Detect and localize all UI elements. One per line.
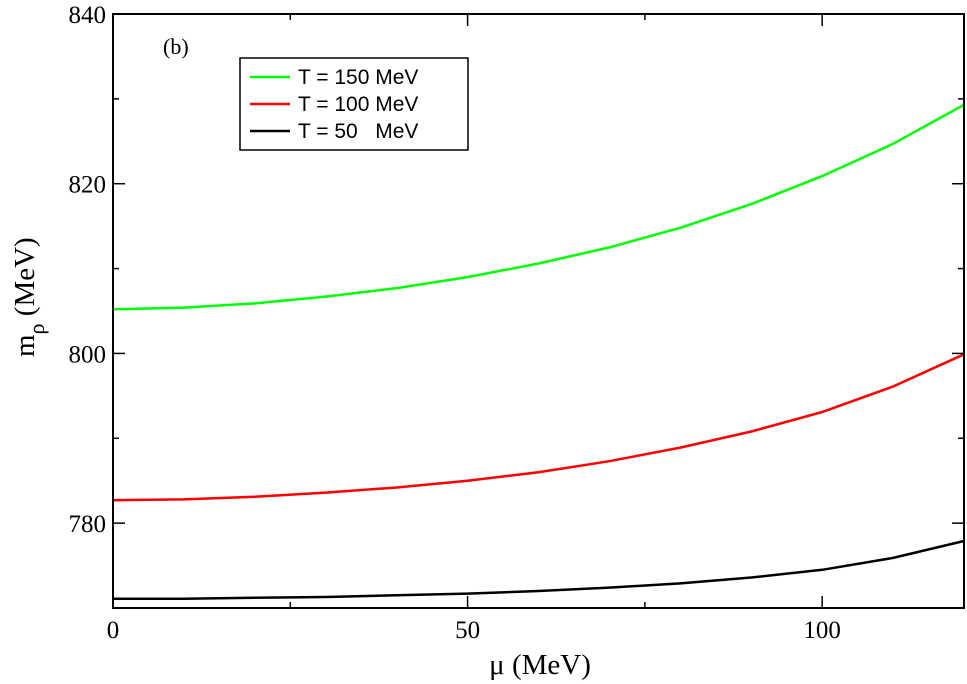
x-tick-label-2: 100 [803, 617, 841, 644]
y-tick-label-3: 840 [69, 2, 107, 29]
x-axis-label: μ (MeV) [489, 649, 591, 681]
y-tick-label-1: 800 [69, 341, 107, 368]
series-line-2 [113, 539, 965, 600]
plot-frame [112, 13, 965, 609]
y-axis-label-unit: (MeV) [9, 237, 41, 323]
panel-annotation: (b) [163, 34, 189, 59]
y-axis-label: mρ (MeV) [9, 237, 49, 357]
legend-label-t50: T = 50 MeV [298, 120, 418, 143]
y-axis-label-main: m [9, 334, 41, 357]
y-tick-label-0: 780 [69, 511, 107, 538]
series-line-0 [112, 103, 965, 311]
x-tick-label-1: 50 [455, 617, 480, 644]
y-axis-label-subscript: ρ [24, 323, 49, 334]
labels-layer: 0 50 100 780 800 820 840 [69, 2, 841, 644]
x-tick-label-0: 0 [107, 617, 120, 644]
series-line-1 [112, 353, 965, 502]
legend-label-t150: T = 150 MeV [298, 66, 418, 89]
y-tick-label-2: 820 [69, 172, 107, 199]
series-layer [112, 103, 965, 600]
legend-label-t100: T = 100 MeV [298, 93, 418, 116]
legend: T = 150 MeV T = 100 MeV T = 50 MeV [239, 57, 469, 151]
